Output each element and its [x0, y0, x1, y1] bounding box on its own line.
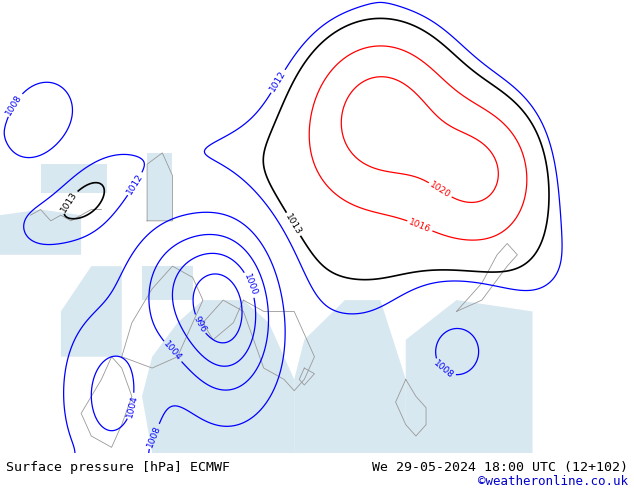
Text: 1013: 1013 [58, 190, 79, 214]
Text: 1008: 1008 [4, 93, 24, 117]
Text: 1000: 1000 [242, 272, 259, 297]
Polygon shape [61, 266, 122, 357]
Text: 1020: 1020 [428, 180, 452, 200]
Text: 1004: 1004 [125, 394, 139, 418]
Polygon shape [0, 210, 81, 255]
Text: 1008: 1008 [432, 359, 455, 381]
Polygon shape [142, 425, 406, 453]
Polygon shape [142, 266, 193, 300]
Text: 1012: 1012 [125, 172, 145, 196]
Text: 1013: 1013 [283, 212, 303, 236]
Text: 1008: 1008 [146, 424, 162, 449]
Polygon shape [406, 300, 533, 453]
Text: 1016: 1016 [408, 217, 432, 234]
Text: 1012: 1012 [268, 69, 288, 94]
Text: We 29-05-2024 18:00 UTC (12+102): We 29-05-2024 18:00 UTC (12+102) [372, 461, 628, 473]
Polygon shape [294, 300, 406, 453]
Polygon shape [41, 164, 107, 193]
Polygon shape [147, 153, 172, 221]
Text: 1004: 1004 [162, 340, 183, 363]
Text: Surface pressure [hPa] ECMWF: Surface pressure [hPa] ECMWF [6, 461, 230, 473]
Polygon shape [142, 300, 294, 453]
Text: 996: 996 [191, 315, 208, 334]
Text: ©weatheronline.co.uk: ©weatheronline.co.uk [477, 475, 628, 488]
